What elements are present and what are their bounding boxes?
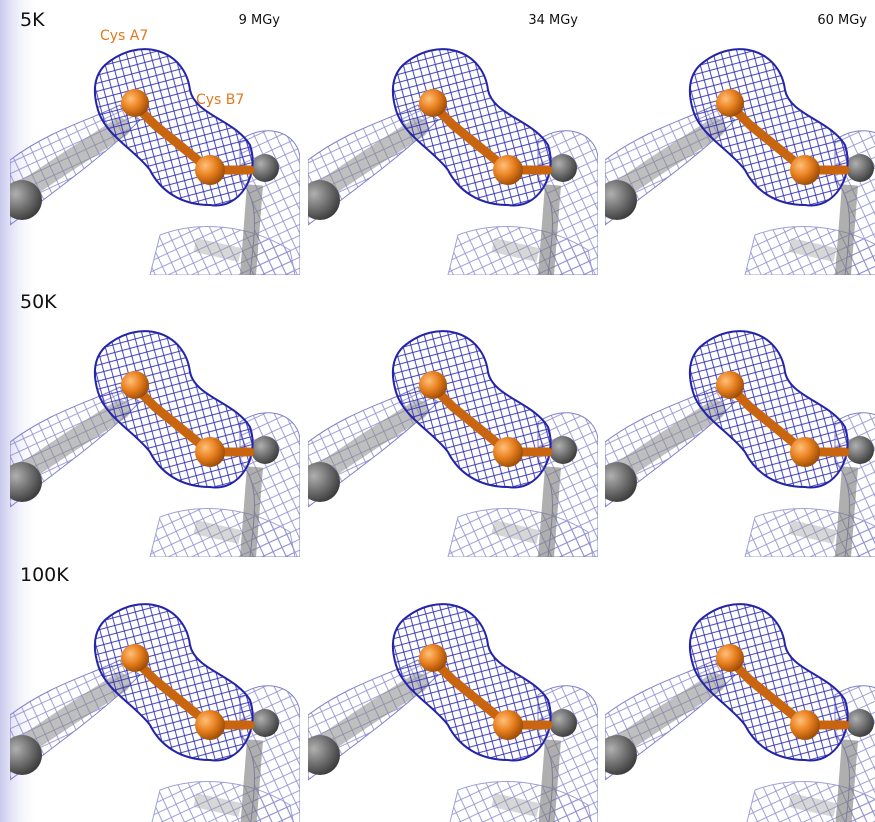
annotation: Cys B7 [196, 92, 244, 108]
row-label: 5K [20, 9, 45, 31]
column-label: 9 MGy [239, 13, 281, 28]
column-label: 60 MGy [817, 13, 867, 28]
column-label: 34 MGy [528, 13, 578, 28]
figure: 5K 50K 100K 9 MGy 34 MGy 60 MGy Cys A7 Cys B7 [0, 0, 875, 822]
annotation: Cys A7 [100, 28, 148, 44]
row-label: 50K [20, 291, 57, 313]
row-label: 100K [20, 564, 69, 586]
